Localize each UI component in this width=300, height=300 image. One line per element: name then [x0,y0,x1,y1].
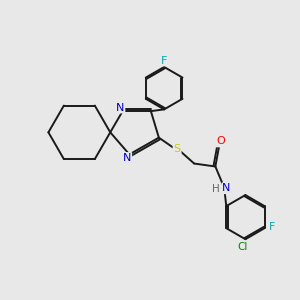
Text: S: S [173,144,181,154]
Text: N: N [123,153,131,163]
Text: N: N [116,103,124,112]
Text: H: H [212,184,220,194]
Text: F: F [269,222,276,232]
Text: F: F [161,56,167,65]
Text: N: N [222,183,231,193]
Text: Cl: Cl [237,242,248,252]
Text: O: O [216,136,225,146]
